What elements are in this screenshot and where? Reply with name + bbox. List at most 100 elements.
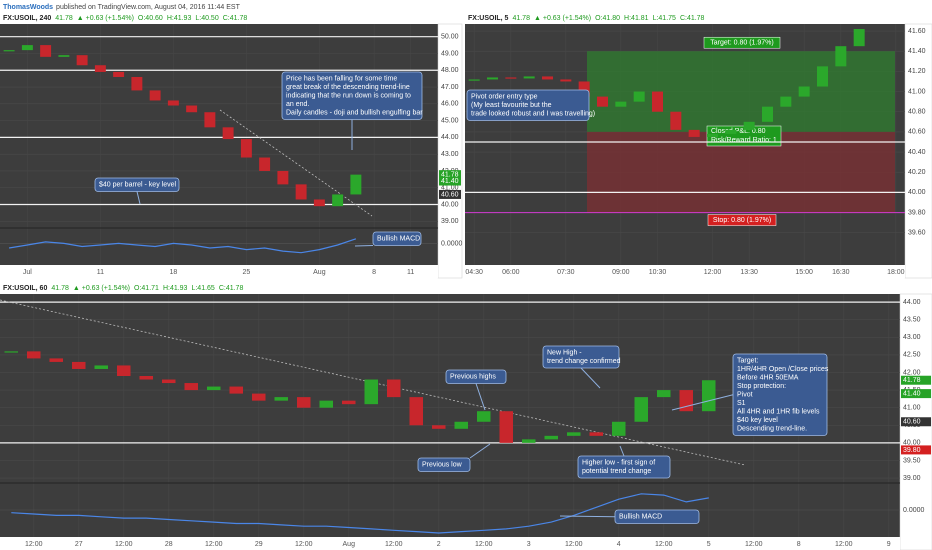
- y-tick-label: 45.00: [441, 117, 459, 124]
- chart-area: [0, 24, 438, 265]
- price-marker-label: 41.40: [441, 178, 459, 185]
- candle: [542, 76, 553, 80]
- target-zone: [587, 51, 895, 132]
- annotation-text: $40 key level: [737, 417, 778, 424]
- annotation-box: [542, 345, 620, 369]
- candle: [612, 421, 626, 436]
- x-tick-label: 12:00: [565, 541, 583, 548]
- candle: [578, 81, 590, 97]
- header-item: H:41.93: [163, 285, 188, 292]
- trend-line: [219, 109, 373, 217]
- candle: [72, 361, 86, 369]
- candle: [313, 199, 325, 207]
- candle: [567, 432, 581, 436]
- y-tick-label: 39.60: [908, 230, 926, 237]
- result-text: Closed P&L: 0.80: [711, 128, 766, 135]
- candle: [295, 184, 307, 200]
- candle: [505, 77, 517, 79]
- candle: [468, 79, 480, 81]
- annotation-box: [372, 231, 422, 246]
- candle: [743, 121, 755, 130]
- x-tick-label: 5: [707, 541, 711, 548]
- price-marker: [901, 417, 931, 427]
- candle: [332, 194, 344, 207]
- y-tick-label: 41.00: [903, 405, 921, 412]
- header-item: ▲ +0.63 (+1.54%): [73, 285, 130, 292]
- annotation-pointer: [136, 191, 141, 205]
- candle: [670, 111, 682, 130]
- y-tick-label: 42.00: [903, 369, 921, 376]
- header-item: FX:USOIL, 240: [3, 15, 51, 22]
- annotation-text: great break of the descending trend-line: [286, 84, 410, 91]
- y-tick-label: 39.50: [903, 457, 921, 464]
- annotation-text: Descending trend-line.: [737, 425, 807, 432]
- annotation-pointer: [580, 367, 601, 389]
- candle: [364, 379, 378, 405]
- header-item: 41.78: [51, 285, 69, 292]
- macd-tick-label: 0.0000: [903, 507, 925, 514]
- y-tick-label: 40.80: [908, 109, 926, 116]
- x-tick-label: 15:00: [795, 269, 813, 276]
- time-axis: [465, 265, 905, 278]
- annotation-text: Higher low - first sign of: [582, 459, 655, 466]
- result-text: Risk/Reward Ratio: 1: [711, 137, 777, 144]
- price-marker: [439, 176, 461, 186]
- macd-line: [9, 238, 357, 254]
- annotation-box: [614, 509, 700, 524]
- annotation-text: Bullish MACD: [619, 513, 662, 520]
- x-tick-label: 04:30: [465, 269, 483, 276]
- y-tick-label: 40.00: [903, 440, 921, 447]
- annotation-text: indicating that the run down is coming t…: [286, 92, 411, 99]
- candle: [499, 411, 513, 443]
- x-tick-label: 12:00: [475, 541, 493, 548]
- x-tick-label: 8: [372, 269, 376, 276]
- annotation-box: [417, 457, 471, 472]
- y-tick-label: 40.00: [441, 201, 459, 208]
- y-tick-label: 48.00: [441, 67, 459, 74]
- annotation-text: Daily candles - doji and bullish engulfi…: [286, 109, 423, 116]
- candle: [40, 45, 52, 57]
- y-tick-label: 41.20: [908, 68, 926, 75]
- x-tick-label: 06:00: [502, 269, 520, 276]
- annotation-pointer: [469, 443, 491, 459]
- x-tick-label: 18:00: [887, 269, 905, 276]
- candle: [342, 400, 356, 405]
- candle: [387, 379, 401, 398]
- candle: [652, 91, 663, 112]
- x-tick-label: 12:00: [25, 541, 43, 548]
- y-tick-label: 43.00: [903, 334, 921, 341]
- annotation-box: [732, 353, 828, 436]
- x-tick-label: 12:00: [704, 269, 722, 276]
- x-tick-label: 10:30: [649, 269, 667, 276]
- stop-label: Stop: 0.80 (1.97%): [713, 217, 771, 224]
- x-tick-label: 2: [437, 541, 441, 548]
- annotation-pointer: [619, 445, 625, 457]
- candle: [762, 106, 773, 122]
- candle: [3, 50, 15, 52]
- annotation-box: [445, 369, 507, 384]
- candle: [817, 66, 828, 87]
- candle: [319, 400, 333, 408]
- candle: [544, 435, 558, 440]
- header-item: L:41.75: [653, 15, 676, 22]
- annotation-text: Previous highs: [450, 373, 496, 380]
- x-tick-label: 12:00: [115, 541, 133, 548]
- y-tick-label: 43.00: [441, 151, 459, 158]
- header-item: O:41.80: [595, 15, 620, 22]
- price-marker-label: 40.60: [903, 419, 921, 426]
- y-tick-label: 50.00: [441, 34, 459, 41]
- x-tick-label: 16:30: [832, 269, 850, 276]
- candle: [633, 91, 645, 102]
- candle: [94, 365, 108, 369]
- candle: [725, 129, 737, 134]
- x-tick-label: 29: [255, 541, 263, 548]
- panel-header: FX:USOIL, 60 41.78 ▲ +0.63 (+1.54%) O:41.71…: [3, 285, 243, 292]
- candle: [277, 170, 289, 185]
- price-marker-label: 41.40: [903, 390, 921, 397]
- y-tick-label: 40.40: [908, 149, 926, 156]
- price-marker: [901, 375, 931, 385]
- annotation-pointer: [559, 515, 616, 518]
- panel-header: FX:USOIL, 240 41.78 ▲ +0.63 (+1.54%) O:40.6…: [3, 15, 247, 22]
- annotation-pointer: [475, 383, 486, 411]
